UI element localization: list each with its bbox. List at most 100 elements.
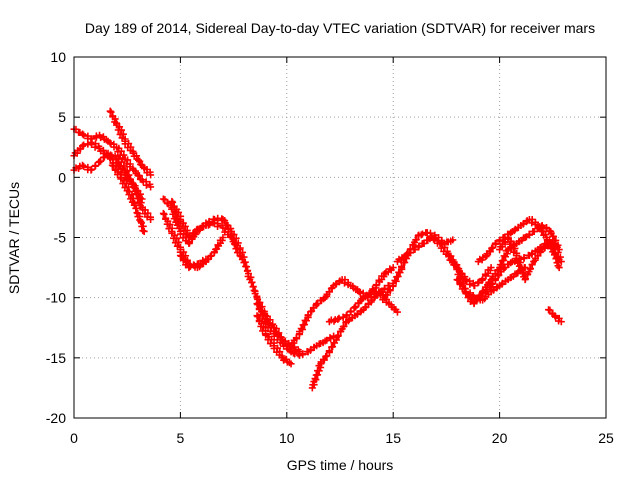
data-point [202, 255, 210, 263]
data-point-fill [117, 158, 125, 166]
data-point [557, 258, 565, 266]
grid-lines [74, 57, 606, 418]
data-point-fill [466, 280, 474, 288]
data-point [79, 142, 87, 150]
data-point-fill [311, 375, 319, 383]
data-point-fill [186, 263, 194, 271]
data-point-fill [325, 347, 333, 355]
data-point-fill [299, 321, 307, 329]
data-point-fill [552, 313, 560, 321]
x-tick-label: 0 [70, 430, 78, 446]
data-point-fill [260, 311, 268, 319]
data-point-fill [457, 270, 465, 278]
data-point-fill [340, 322, 348, 330]
series-arc-14 [325, 288, 401, 326]
data-point-fill [386, 265, 394, 273]
x-tick-label: 5 [177, 430, 185, 446]
data-point-fill [509, 240, 517, 248]
data-point-fill [161, 196, 169, 204]
data-point-fill [135, 172, 143, 180]
data-point-fill [254, 313, 262, 321]
data-point-fill [185, 233, 193, 241]
data-point-fill [142, 181, 150, 189]
series-arc-22 [545, 306, 565, 326]
data-point-fill [129, 195, 137, 203]
data-point [393, 308, 401, 316]
y-tick-label: -15 [46, 350, 66, 366]
data-point-fill [91, 143, 99, 151]
data-point-fill [406, 249, 414, 257]
chart-title: Day 189 of 2014, Sidereal Day-to-day VTE… [85, 20, 595, 36]
data-point [555, 264, 563, 272]
data-point-fill [80, 162, 88, 170]
data-point-fill [91, 162, 99, 170]
data-point [219, 234, 227, 241]
data-series [70, 107, 565, 392]
data-point-fill [403, 250, 411, 258]
data-point-fill [344, 317, 352, 325]
data-point-fill [97, 157, 105, 165]
data-point-fill [528, 250, 536, 258]
data-point [287, 360, 295, 368]
data-point-fill [128, 191, 136, 199]
data-point-fill [106, 139, 114, 147]
x-tick-label: 20 [492, 430, 508, 446]
data-point-fill [411, 245, 419, 253]
y-tick-label: 10 [50, 49, 66, 65]
data-point-fill [260, 323, 268, 331]
data-point-fill [166, 220, 174, 228]
data-point-fill [474, 279, 482, 287]
data-point [557, 318, 565, 326]
data-point-fill [510, 227, 518, 235]
data-point-fill [488, 244, 496, 252]
data-point-fill [391, 276, 399, 284]
data-point-fill [189, 230, 197, 238]
data-point-fill [123, 167, 131, 175]
data-point-fill [393, 273, 401, 281]
data-point-fill [107, 108, 115, 116]
data-point-fill [446, 252, 454, 260]
data-point [487, 264, 495, 272]
data-point-fill [346, 308, 354, 316]
data-point [185, 264, 193, 272]
series-arc-11 [253, 312, 295, 368]
data-point [381, 270, 389, 278]
data-point-fill [88, 141, 96, 149]
data-point-fill [343, 311, 351, 319]
data-point-fill [454, 276, 462, 284]
data-point [236, 252, 244, 260]
y-tick-label: -5 [54, 230, 67, 246]
data-point-fill [88, 165, 96, 173]
data-point-fill [525, 231, 533, 239]
data-point-fill [180, 248, 188, 256]
x-tick-label: 15 [385, 430, 401, 446]
data-point-fill [240, 259, 248, 267]
data-point-fill [274, 344, 282, 352]
series-arc-1 [70, 125, 155, 191]
data-point-fill [335, 314, 343, 322]
x-tick-label: 25 [598, 430, 614, 446]
data-point-fill [299, 351, 307, 359]
y-tick-label: 5 [58, 109, 66, 125]
data-point-fill [334, 332, 342, 340]
data-point-fill [242, 262, 250, 270]
data-point-fill [175, 208, 183, 216]
data-point-fill [212, 245, 220, 253]
y-tick-label: -10 [46, 290, 66, 306]
data-point-fill [135, 156, 143, 164]
data-point-fill [550, 251, 558, 259]
data-point-fill [498, 257, 506, 265]
data-point-fill [204, 221, 212, 229]
data-point-fill [107, 151, 115, 159]
series-arc-13 [308, 282, 393, 392]
data-point-fill [169, 198, 177, 206]
data-point-fill [515, 254, 523, 262]
data-point-fill [124, 183, 132, 191]
data-point-fill [139, 227, 147, 235]
data-point-fill [441, 243, 449, 251]
data-point-fill [118, 126, 126, 134]
data-point-fill [306, 346, 314, 354]
data-point [449, 236, 457, 244]
data-point-fill [117, 147, 125, 155]
